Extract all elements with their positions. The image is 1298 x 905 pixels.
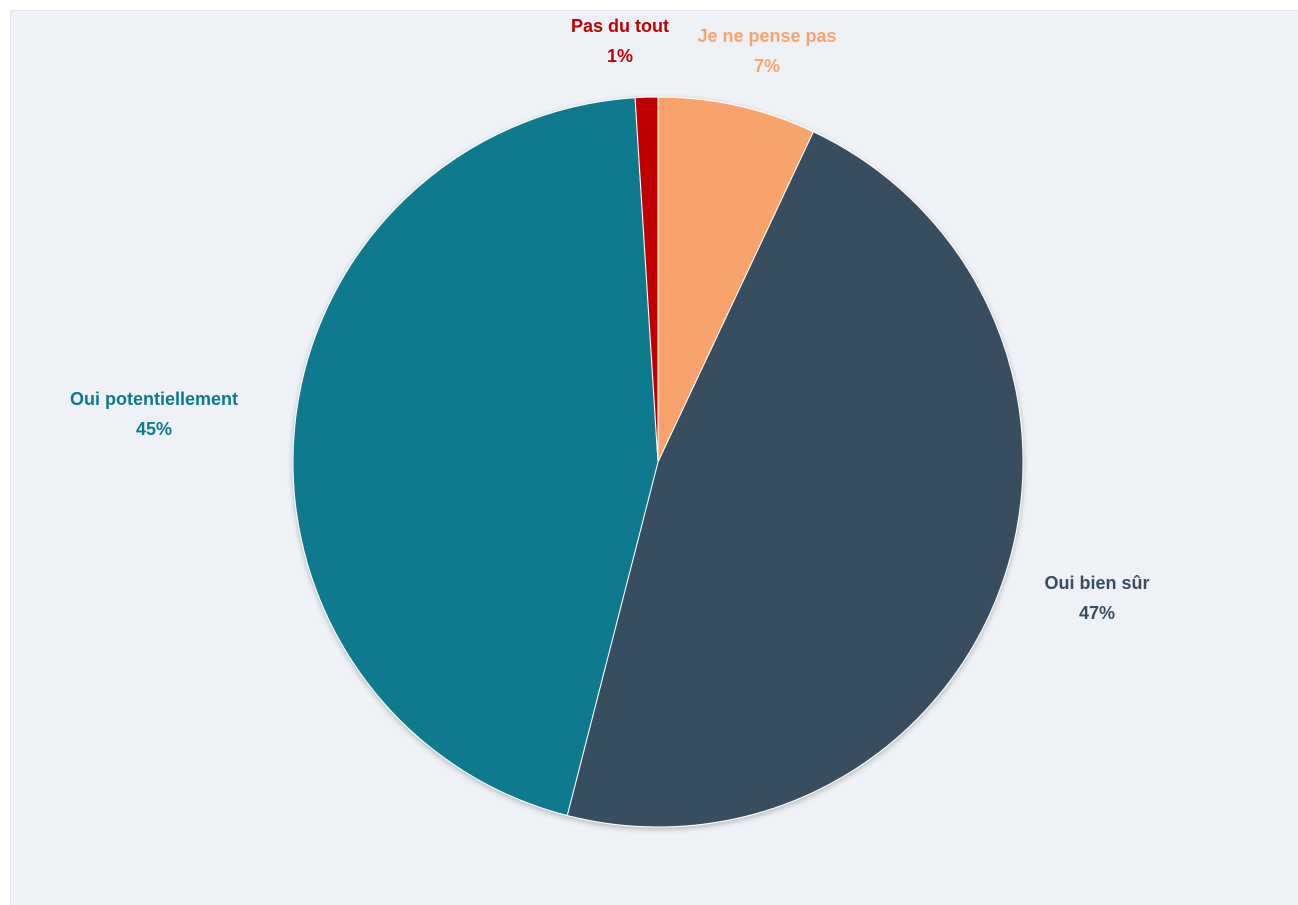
pie-slice-oui-potentiellement	[292, 97, 659, 817]
slice-label: Oui potentiellement	[70, 389, 238, 409]
pie-slice-oui-bien-s-r	[566, 131, 1024, 828]
slice-percent-label: 7%	[754, 56, 780, 76]
slice-label: Je ne pense pas	[697, 26, 836, 46]
slice-label: Oui bien sûr	[1044, 573, 1149, 593]
slice-percent-label: 1%	[607, 46, 633, 66]
slice-percent-label: 45%	[136, 419, 172, 439]
pie-slice-pas-du-tout	[634, 96, 659, 463]
pie-slice-je-ne-pense-pas	[657, 96, 815, 463]
slice-label: Pas du tout	[571, 16, 669, 36]
slice-percent-label: 47%	[1079, 603, 1115, 623]
